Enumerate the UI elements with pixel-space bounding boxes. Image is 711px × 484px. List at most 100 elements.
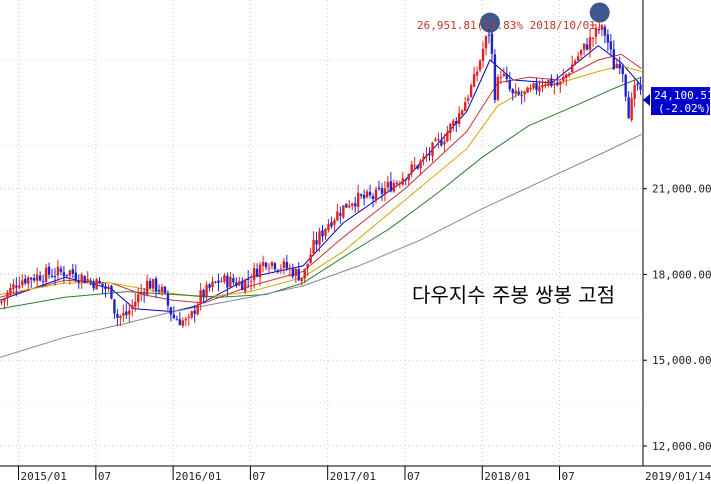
moving-average-line	[0, 45, 642, 313]
candle-body	[368, 192, 372, 196]
axes	[0, 0, 711, 467]
candle-body	[294, 268, 297, 276]
x-tick-label: 07	[98, 470, 111, 483]
candle-body	[383, 188, 387, 195]
candle-body	[478, 60, 482, 71]
candle-body	[440, 139, 443, 146]
candle-body	[9, 287, 12, 295]
candle-body	[157, 289, 161, 291]
candle-body	[291, 267, 294, 277]
candle-body	[309, 254, 312, 263]
candle-body	[125, 311, 128, 316]
candle-body	[562, 76, 565, 81]
candle-body	[570, 64, 574, 73]
candle-body	[627, 97, 630, 119]
candle-body	[466, 98, 470, 101]
candle-body	[428, 153, 431, 155]
candle-body	[517, 91, 520, 95]
candle-body	[321, 230, 324, 237]
candle-body	[532, 83, 535, 88]
chart-caption: 다우지수 주봉 쌍봉 고점	[412, 283, 615, 307]
candle-body	[633, 85, 636, 99]
candle-body	[282, 261, 286, 268]
candle-series	[0, 23, 642, 329]
candle-body	[107, 286, 110, 289]
candle-body	[258, 264, 262, 278]
candle-body	[469, 85, 473, 97]
candle-body	[407, 174, 410, 180]
x-tick-label: 2018/01	[484, 470, 530, 483]
candle-body	[612, 49, 616, 70]
y-tick-label: 18,000.00	[652, 268, 711, 281]
peak-marker	[479, 12, 500, 33]
candle-body	[475, 71, 479, 76]
candle-body	[576, 56, 580, 61]
candle-body	[520, 94, 523, 96]
candle-body	[98, 280, 101, 284]
candle-body	[362, 195, 366, 199]
candle-body	[142, 292, 146, 294]
candle-body	[65, 274, 69, 276]
candle-body	[276, 270, 280, 272]
candle-body	[455, 121, 458, 124]
candle-body	[24, 278, 27, 284]
y-tick-label: 12,000.00	[652, 440, 711, 453]
candle-body	[104, 286, 107, 290]
candle-body	[288, 267, 292, 269]
candle-body	[639, 85, 642, 90]
candle-body	[214, 281, 217, 283]
candle-body	[184, 318, 187, 321]
candle-body	[365, 191, 369, 198]
candle-body	[101, 283, 104, 288]
candle-body	[327, 223, 330, 231]
candle-body	[160, 286, 164, 292]
candle-body	[44, 267, 48, 282]
candle-body	[544, 84, 547, 87]
candle-body	[226, 275, 229, 288]
candle-body	[481, 49, 485, 61]
y-tick-label: 15,000.00	[652, 354, 711, 367]
candle-body	[151, 279, 155, 289]
candle-body	[318, 231, 321, 245]
last-value-background	[651, 87, 710, 116]
candle-body	[636, 83, 639, 86]
candle-body	[380, 188, 384, 194]
candle-body	[38, 275, 42, 281]
candle-body	[196, 304, 199, 315]
candle-body	[618, 63, 621, 69]
candle-body	[134, 302, 137, 307]
candle-body	[324, 228, 327, 236]
x-axis-ticks: 2015/01 07 2016/01 07 2017/01 07 2018/01 07	[18, 466, 575, 483]
candle-body	[12, 284, 15, 290]
candle-body	[443, 141, 446, 145]
candle-body	[285, 262, 289, 269]
y-tick-label: 21,000.00	[652, 183, 711, 196]
x-tick-label: 07	[407, 470, 420, 483]
candle-body	[71, 269, 75, 274]
candle-body	[523, 91, 526, 95]
last-value-label: 24,100.51	[654, 89, 711, 102]
candle-body	[297, 269, 300, 281]
candle-body	[588, 37, 592, 50]
candle-body	[410, 164, 413, 173]
candle-body	[193, 310, 196, 314]
candle-body	[110, 285, 113, 299]
candle-body	[541, 85, 544, 88]
candle-body	[92, 281, 95, 289]
candle-body	[374, 189, 378, 201]
candle-body	[484, 36, 488, 49]
candle-body	[50, 275, 54, 277]
candle-body	[175, 319, 179, 321]
x-tick-label: 2017/01	[330, 470, 376, 483]
candle-body	[499, 76, 503, 78]
moving-average-line	[0, 133, 642, 358]
candle-body	[21, 280, 24, 286]
candle-body	[413, 165, 416, 167]
candle-body	[568, 73, 571, 75]
candle-body	[359, 194, 363, 196]
candle-body	[449, 123, 452, 134]
candle-body	[371, 196, 375, 199]
candle-body	[163, 286, 167, 293]
candle-body	[18, 285, 21, 288]
candle-body	[609, 41, 613, 50]
